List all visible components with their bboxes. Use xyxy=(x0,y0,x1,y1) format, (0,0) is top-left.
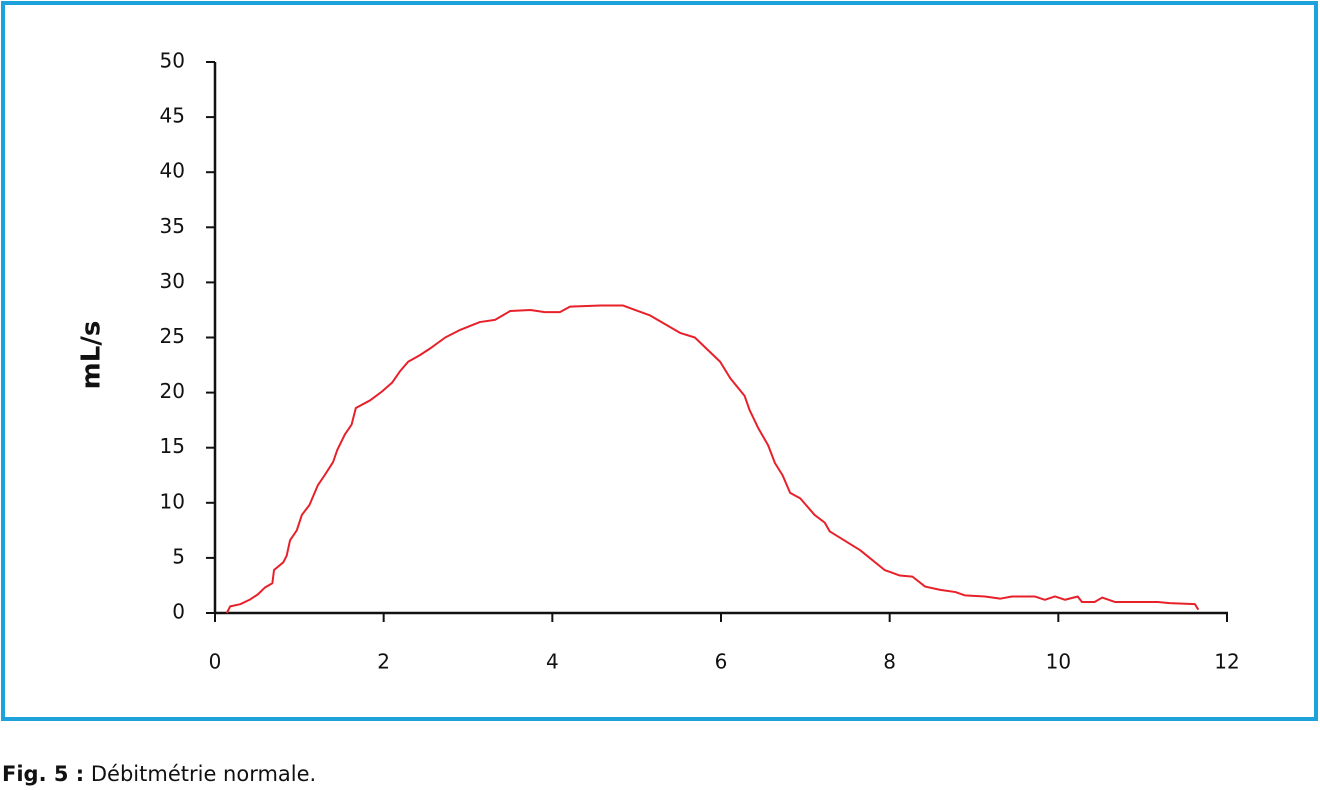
x-tick-label: 0 xyxy=(209,650,222,674)
y-tick-label: 15 xyxy=(160,434,185,458)
y-tick-label: 45 xyxy=(160,104,185,128)
x-tick-label: 6 xyxy=(715,650,728,674)
chart: mL/s 0 5 10 15 20 25 30 35 40 45 50 0 2 4 6 8 10 12 xyxy=(1,1,1318,721)
x-tick-label: 8 xyxy=(883,650,896,674)
caption-text: Débitmétrie normale. xyxy=(90,762,317,786)
y-tick-label: 50 xyxy=(160,49,185,73)
y-tick-label: 35 xyxy=(160,214,185,238)
y-tick-label: 20 xyxy=(160,379,185,403)
y-tick-label: 25 xyxy=(160,324,185,348)
y-axis-label: mL/s xyxy=(77,321,107,390)
y-tick-label: 0 xyxy=(172,600,185,624)
y-tick-label: 40 xyxy=(160,159,185,183)
y-tick-label: 10 xyxy=(160,489,185,513)
x-tick-label: 12 xyxy=(1214,650,1239,674)
x-tick-label: 2 xyxy=(377,650,390,674)
x-tick-label: 4 xyxy=(546,650,559,674)
flow-line xyxy=(225,304,1200,614)
y-tick-label: 30 xyxy=(160,269,185,293)
frame xyxy=(1,1,1318,721)
y-tick-label: 5 xyxy=(172,544,185,568)
x-tick-label: 10 xyxy=(1046,650,1071,674)
caption: Fig. 5 : Débitmétrie normale. xyxy=(2,762,316,786)
caption-label: Fig. 5 : xyxy=(2,762,85,786)
